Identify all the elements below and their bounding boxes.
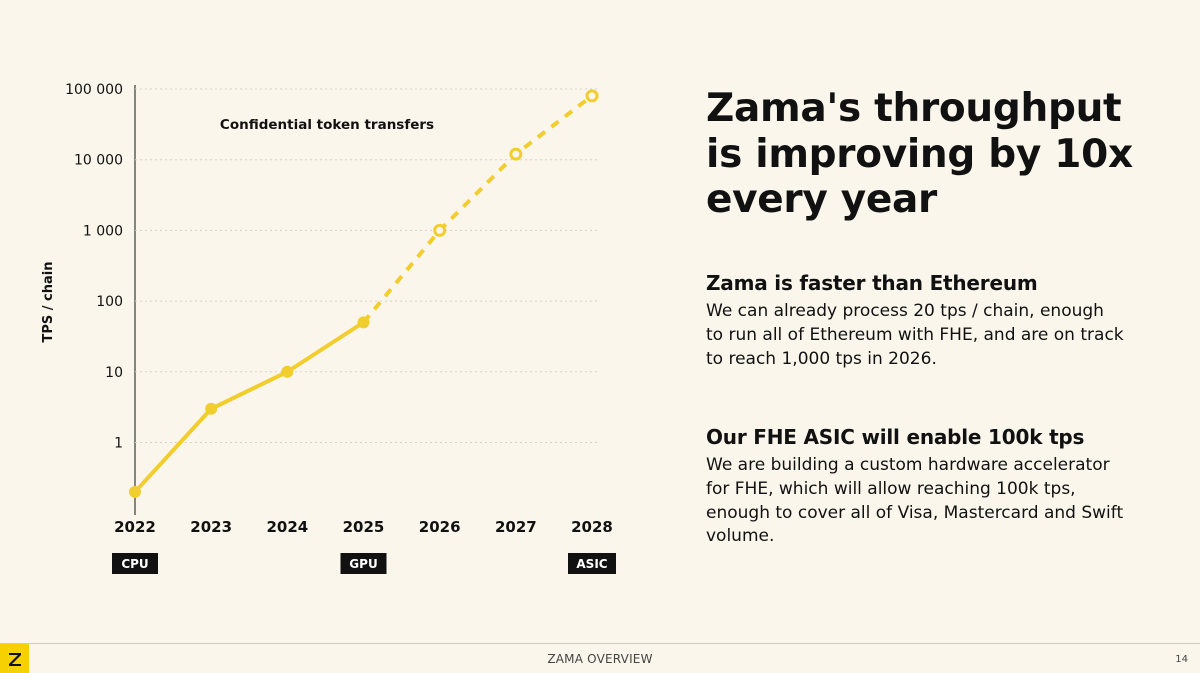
zama-logo-icon: [0, 644, 29, 673]
x-tick-label: 2024: [266, 518, 308, 536]
x-tick-label: 2027: [495, 518, 537, 536]
data-point-projected: [433, 223, 447, 237]
data-points: [129, 89, 599, 498]
series-line: [133, 94, 594, 494]
hardware-badge-label: CPU: [121, 557, 148, 571]
data-point: [129, 485, 141, 498]
series-line-actual: [133, 320, 366, 494]
headline: Zama's throughput is improving by 10x ev…: [706, 86, 1176, 223]
chart-title: Confidential token transfers: [220, 117, 434, 133]
page-number: 14: [1175, 654, 1188, 665]
hardware-badge-bg: [340, 553, 387, 574]
section-faster-than-ethereum: Zama is faster than Ethereum We can alre…: [706, 271, 1186, 371]
hardware-badge-label: GPU: [349, 557, 377, 571]
y-tick-label: 10 000: [74, 153, 123, 169]
y-tick-labels: 1 10 100 1 000 10 000 100 000: [65, 82, 123, 452]
series-line-projected: [361, 94, 594, 324]
headline-line: is improving by 10x: [706, 131, 1133, 177]
x-tick-label: 2022: [114, 518, 156, 536]
x-tick-label: 2028: [571, 518, 613, 536]
headline-line: every year: [706, 177, 937, 223]
section-body: We are building a custom hardware accele…: [706, 455, 1124, 547]
hardware-badge-label: ASIC: [576, 557, 607, 571]
footer-divider: [0, 643, 1200, 644]
section-fhe-asic: Our FHE ASIC will enable 100k tps We are…: [706, 425, 1186, 549]
section-title: Zama is faster than Ethereum: [706, 271, 1038, 295]
y-tick-label: 10: [105, 365, 123, 381]
data-point: [357, 316, 370, 329]
hardware-badges: CPU GPU ASIC: [112, 553, 616, 574]
hardware-badge: ASIC: [568, 553, 616, 574]
hardware-badge-bg: [112, 553, 158, 574]
section-title: Our FHE ASIC will enable 100k tps: [706, 425, 1085, 449]
x-tick-label: 2025: [343, 518, 385, 536]
hardware-badge: GPU: [340, 553, 387, 574]
hardware-badge-bg: [568, 553, 616, 574]
section-body: We can already process 20 tps / chain, e…: [706, 301, 1124, 369]
x-tick-label: 2023: [190, 518, 232, 536]
data-point-projected: [585, 89, 599, 103]
y-tick-label: 100: [96, 294, 123, 310]
headline-line: Zama's throughput: [706, 86, 1122, 131]
data-point-projected: [509, 147, 523, 161]
footer-title: ZAMA OVERVIEW: [547, 652, 653, 666]
zama-logo-glyph: [8, 652, 21, 666]
y-tick-label: 1 000: [83, 223, 123, 239]
y-axis-label: TPS / chain: [41, 261, 56, 342]
x-tick-labels: 2022 2023 2024 2025 2026 2027 2028: [114, 518, 613, 536]
data-point: [205, 402, 218, 415]
y-tick-label: 100 000: [65, 82, 123, 98]
x-tick-label: 2026: [419, 518, 461, 536]
data-point: [281, 365, 294, 378]
y-tick-label: 1: [114, 436, 123, 452]
hardware-badge: CPU: [112, 553, 158, 574]
